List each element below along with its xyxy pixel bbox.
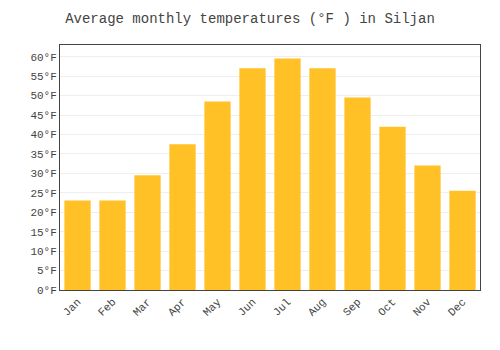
svg-text:Jun: Jun bbox=[236, 296, 258, 318]
svg-text:60°F: 60°F bbox=[30, 52, 56, 64]
svg-text:30°F: 30°F bbox=[30, 168, 56, 180]
svg-text:25°F: 25°F bbox=[30, 188, 56, 200]
svg-text:0°F: 0°F bbox=[37, 285, 57, 297]
svg-text:Jan: Jan bbox=[61, 296, 83, 318]
svg-text:Sep: Sep bbox=[341, 296, 363, 318]
svg-text:50°F: 50°F bbox=[30, 90, 56, 102]
svg-text:5°F: 5°F bbox=[37, 265, 57, 277]
svg-text:Apr: Apr bbox=[166, 296, 188, 318]
svg-text:Nov: Nov bbox=[411, 296, 434, 319]
svg-text:20°F: 20°F bbox=[30, 207, 56, 219]
svg-text:40°F: 40°F bbox=[30, 129, 56, 141]
svg-text:Dec: Dec bbox=[446, 296, 468, 318]
svg-text:Aug: Aug bbox=[306, 296, 328, 318]
svg-text:45°F: 45°F bbox=[30, 110, 56, 122]
svg-text:Jul: Jul bbox=[271, 296, 293, 318]
svg-text:15°F: 15°F bbox=[30, 227, 56, 239]
svg-text:10°F: 10°F bbox=[30, 246, 56, 258]
svg-text:Feb: Feb bbox=[96, 296, 118, 318]
svg-text:May: May bbox=[201, 296, 224, 319]
svg-text:Average monthly temperatures (: Average monthly temperatures (°F ) in Si… bbox=[65, 11, 435, 27]
svg-text:35°F: 35°F bbox=[30, 149, 56, 161]
svg-text:Mar: Mar bbox=[131, 296, 153, 318]
svg-text:Oct: Oct bbox=[376, 296, 398, 318]
svg-text:55°F: 55°F bbox=[30, 71, 56, 83]
